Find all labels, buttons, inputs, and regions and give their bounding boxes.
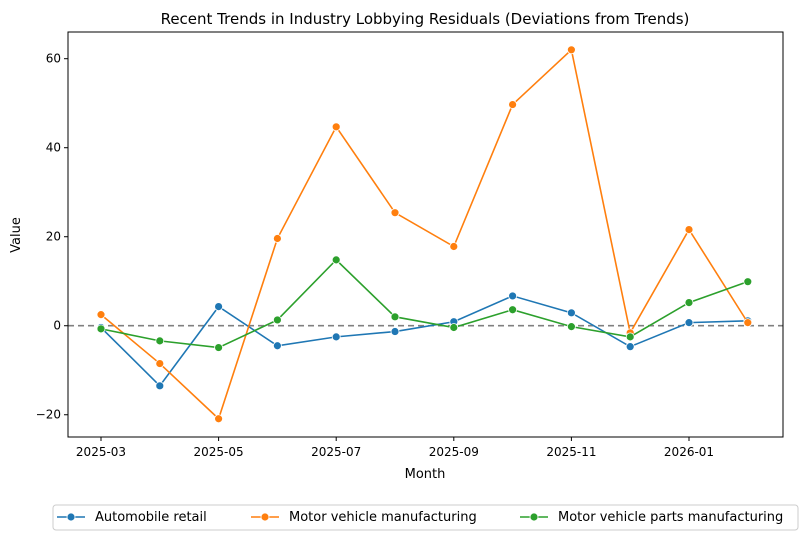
data-point bbox=[331, 332, 341, 342]
y-tick-label: 20 bbox=[46, 230, 61, 244]
data-point bbox=[684, 225, 694, 235]
data-point bbox=[272, 341, 282, 351]
data-point bbox=[449, 242, 459, 251]
data-point bbox=[155, 359, 165, 368]
x-tick-label: 2025-07 bbox=[311, 445, 361, 459]
data-point bbox=[508, 100, 517, 109]
data-point bbox=[449, 323, 459, 332]
data-point bbox=[331, 122, 341, 132]
x-tick-label: 2025-09 bbox=[429, 445, 479, 459]
data-point bbox=[684, 318, 694, 328]
y-tick-label: 60 bbox=[46, 52, 61, 66]
data-point bbox=[272, 315, 282, 325]
legend-marker bbox=[66, 512, 76, 522]
data-point bbox=[214, 414, 224, 424]
data-point bbox=[508, 305, 517, 315]
data-point bbox=[390, 312, 400, 322]
legend: Automobile retail Motor vehicle manufactu… bbox=[52, 504, 799, 531]
data-point bbox=[567, 45, 576, 55]
y-tick-label: 40 bbox=[46, 141, 61, 155]
y-tick-label: 0 bbox=[53, 319, 61, 333]
data-point bbox=[390, 208, 400, 218]
data-point bbox=[567, 322, 576, 332]
legend-label: Motor vehicle manufacturing bbox=[289, 510, 477, 525]
data-point bbox=[96, 310, 106, 320]
data-point bbox=[743, 277, 753, 287]
series-line bbox=[100, 48, 749, 421]
x-tick-label: 2025-03 bbox=[76, 445, 126, 459]
x-tick-label: 2025-05 bbox=[194, 445, 244, 459]
chart-title: Recent Trends in Industry Lobbying Resid… bbox=[161, 10, 690, 28]
plot-frame bbox=[67, 31, 784, 438]
data-point bbox=[214, 343, 224, 352]
data-point bbox=[390, 327, 400, 336]
data-point bbox=[684, 298, 694, 307]
legend-marker bbox=[260, 512, 270, 522]
x-axis-label: Month bbox=[405, 467, 446, 482]
data-point bbox=[272, 234, 282, 243]
series-1 bbox=[96, 45, 753, 424]
y-axis-label: Value bbox=[9, 217, 24, 253]
data-point bbox=[625, 332, 635, 342]
x-tick-label: 2026-01 bbox=[664, 445, 714, 459]
data-point bbox=[214, 302, 224, 311]
data-point bbox=[743, 318, 753, 328]
series-0 bbox=[96, 291, 753, 391]
data-point bbox=[625, 342, 635, 352]
data-point bbox=[155, 381, 165, 391]
data-point bbox=[155, 336, 165, 346]
series-line bbox=[100, 258, 749, 349]
data-point bbox=[96, 324, 106, 334]
data-point bbox=[567, 308, 576, 318]
legend-frame bbox=[52, 504, 799, 531]
legend-label: Automobile retail bbox=[95, 510, 207, 525]
x-tick-label: 2025-11 bbox=[546, 445, 596, 459]
y-tick-label: −20 bbox=[36, 408, 61, 422]
legend-label: Motor vehicle parts manufacturing bbox=[558, 510, 783, 525]
data-point bbox=[508, 291, 517, 301]
data-point bbox=[331, 255, 341, 265]
series-line bbox=[100, 295, 748, 388]
series-2 bbox=[96, 255, 753, 352]
legend-marker bbox=[529, 512, 539, 522]
